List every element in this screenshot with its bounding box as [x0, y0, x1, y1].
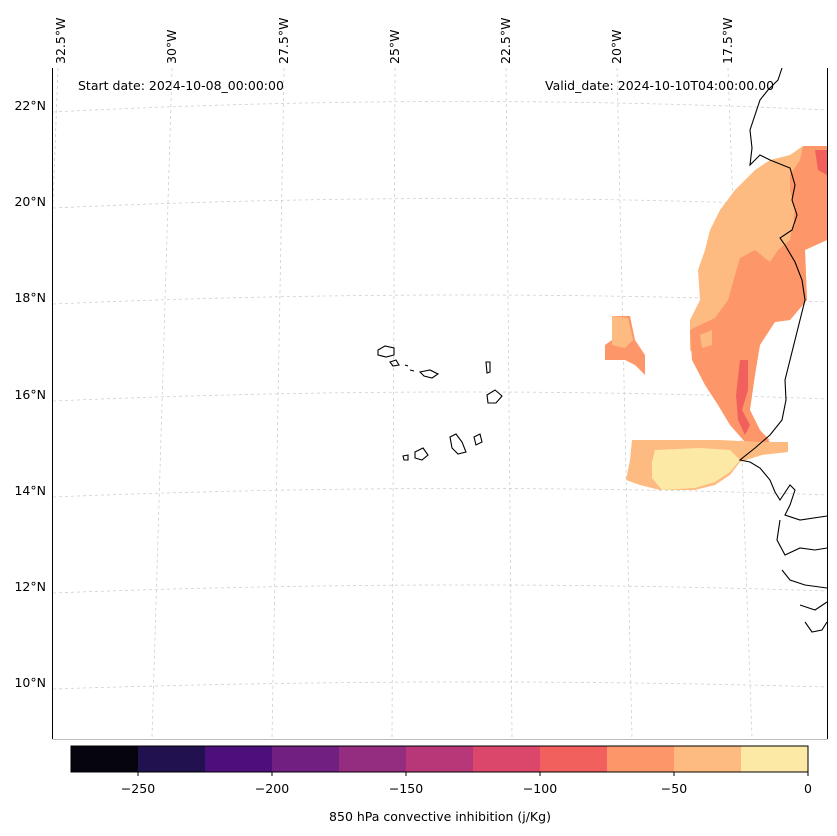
colorbar-frame: [70, 745, 809, 773]
valid-date-label: Valid_date: 2024-10-10T04:00:00.00: [545, 78, 775, 93]
sal-island: [485, 361, 491, 374]
coastlines: [377, 67, 828, 633]
lat-label-12n: 12°N: [14, 579, 46, 594]
colorbar-swatch: [71, 746, 139, 772]
colorbar-swatch: [540, 746, 608, 772]
colorbar-swatch: [406, 746, 474, 772]
colorbar-swatch: [741, 746, 809, 772]
lon-label-25w: 25°W: [387, 29, 402, 64]
sao-vicente-island: [389, 359, 400, 367]
colorbar-swatch: [138, 746, 206, 772]
sao-nicolau-island: [418, 369, 440, 379]
colorbar-swatch: [674, 746, 742, 772]
lon-label-22-5w: 22.5°W: [498, 17, 513, 64]
graticule: [51, 67, 828, 739]
santiago-island: [449, 433, 467, 455]
colorbar-tick-label: −50: [660, 781, 688, 796]
start-date-label: Start date: 2024-10-08_00:00:00: [78, 78, 284, 93]
lat-label-18n: 18°N: [14, 290, 46, 305]
colorbar-swatch: [607, 746, 675, 772]
colorbar-tick-label: 0: [804, 781, 812, 796]
map-frame: [52, 68, 828, 740]
colorbar-tick-label: −250: [120, 781, 156, 796]
colorbar-tick-label: −100: [522, 781, 558, 796]
cin-contours: [605, 146, 827, 490]
santo-antao-island: [377, 345, 395, 358]
lat-label-10n: 10°N: [14, 675, 46, 690]
contour-fill-mid: [690, 146, 827, 442]
lat-label-14n: 14°N: [14, 483, 46, 498]
colorbar: [70, 745, 809, 776]
lon-label-17-5w: 17.5°W: [720, 17, 735, 64]
brava-island: [402, 454, 409, 461]
lon-label-20w: 20°W: [609, 29, 624, 64]
colorbar-swatch: [473, 746, 541, 772]
contour-fill-dark: [736, 360, 750, 435]
africa-coastline: [738, 67, 828, 521]
fogo-island: [414, 447, 429, 461]
boa-vista-island: [486, 389, 503, 404]
colorbar-swatch: [339, 746, 407, 772]
maio-island: [473, 433, 483, 446]
colorbar-tick-label: −150: [388, 781, 424, 796]
colorbar-swatch: [205, 746, 273, 772]
lon-label-30w: 30°W: [164, 29, 179, 64]
colorbar-swatch: [272, 746, 340, 772]
lat-label-22n: 22°N: [14, 98, 46, 113]
lat-label-20n: 20°N: [14, 194, 46, 209]
lon-label-27-5w: 27.5°W: [276, 17, 291, 64]
lat-label-16n: 16°N: [14, 387, 46, 402]
lon-label-32-5w: 32.5°W: [53, 17, 68, 64]
colorbar-title: 850 hPa convective inhibition (j/Kg): [329, 809, 551, 824]
colorbar-tick-label: −200: [254, 781, 290, 796]
